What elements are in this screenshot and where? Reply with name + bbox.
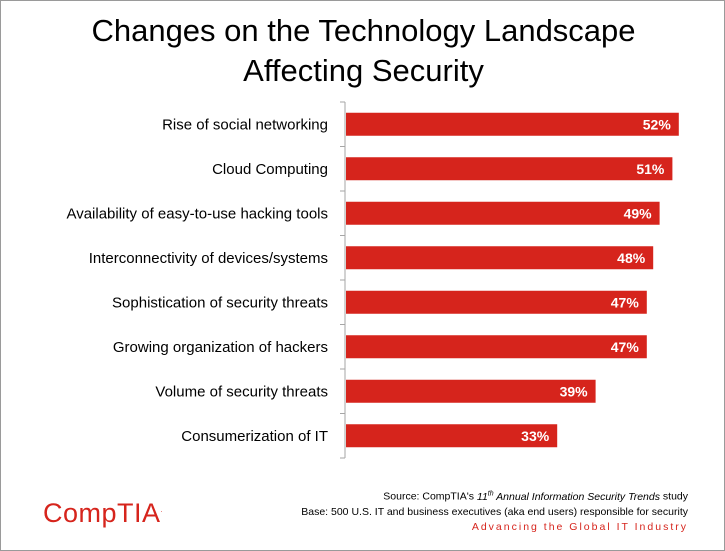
bar	[346, 157, 673, 181]
comptia-logo: CompTIA.	[43, 498, 163, 528]
bar	[346, 424, 558, 448]
source-line: Source: CompTIA's 11th Annual Informatio…	[383, 490, 688, 503]
value-label: 49%	[624, 205, 653, 221]
bar	[346, 335, 647, 359]
chart-title: Changes on the Technology Landscape Affe…	[1, 11, 724, 91]
bar	[346, 246, 654, 270]
value-label: 48%	[617, 250, 646, 266]
value-label: 52%	[643, 116, 672, 132]
value-label: 47%	[611, 294, 640, 310]
category-label: Volume of security threats	[155, 383, 328, 400]
bar	[346, 112, 679, 136]
category-label: Interconnectivity of devices/systems	[89, 250, 328, 267]
category-label: Rise of social networking	[162, 116, 328, 133]
category-label: Sophistication of security threats	[112, 294, 328, 311]
value-label: 51%	[636, 161, 665, 177]
category-label: Availability of easy-to-use hacking tool…	[66, 205, 328, 222]
category-label: Cloud Computing	[212, 161, 328, 178]
bar	[346, 290, 647, 314]
tagline: Advancing the Global IT Industry	[471, 520, 688, 533]
bar	[346, 379, 596, 403]
chart-title-line-2: Affecting Security	[243, 53, 484, 88]
bar	[346, 201, 660, 225]
value-label: 39%	[560, 383, 589, 399]
chart-title-line-1: Changes on the Technology Landscape	[91, 13, 636, 48]
source-note: Source: CompTIA's 11th Annual Informatio…	[301, 486, 688, 535]
value-label: 47%	[611, 339, 640, 355]
value-label: 33%	[521, 428, 550, 444]
base-line: Base: 500 U.S. IT and business executive…	[301, 505, 688, 518]
category-label: Growing organization of hackers	[113, 339, 328, 356]
category-label: Consumerization of IT	[181, 428, 328, 445]
